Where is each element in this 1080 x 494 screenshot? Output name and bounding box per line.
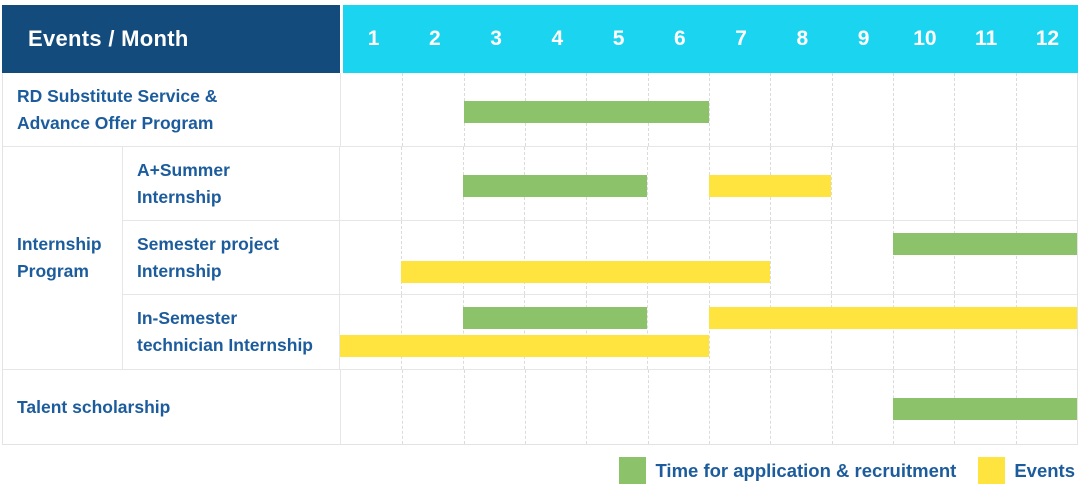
month-gridline [585,221,587,294]
month-gridline [831,73,833,146]
event-bar [708,307,1077,329]
application-bar [462,175,648,197]
application-bar [892,233,1077,255]
month-gridline [463,370,465,444]
legend-swatch-events [978,457,1006,484]
month-gridline [402,73,404,146]
month-gridline [647,221,649,294]
month-gridline [709,370,710,444]
month-gridline [769,295,771,369]
timeline-cell [340,295,1077,369]
month-gridline [954,295,956,369]
application-bar [462,307,648,329]
month-gridline [524,295,526,369]
event-row: RD Substitute Service & Advance Offer Pr… [3,73,1077,147]
row-label: A+Summer Internship [123,147,340,220]
month-header-cell: 11 [975,27,998,50]
month-gridline [401,295,403,369]
timeline-cell [341,73,1077,146]
table-body: RD Substitute Service & Advance Offer Pr… [2,73,1078,445]
month-gridline [524,221,526,294]
month-header-cell: 4 [551,27,564,50]
month-header: 1 2 3 4 5 6 7 8 9 10 11 12 [343,5,1078,73]
month-gridline [647,295,649,369]
month-header-cell: 9 [857,27,870,50]
month-gridline [954,147,956,220]
legend: Time for application & recruitment Event… [619,457,1075,484]
legend-label-events: Events [1014,459,1075,481]
month-gridline [893,73,894,146]
month-header-cell: 1 [367,27,380,50]
month-gridline [770,73,772,146]
month-gridline [1015,221,1017,294]
row-label: RD Substitute Service & Advance Offer Pr… [3,73,341,146]
month-gridline [954,221,956,294]
month-gridline [831,370,833,444]
month-gridline [462,295,464,369]
month-gridline [892,147,894,220]
month-gridline [585,295,587,369]
month-header-cell: 6 [674,27,686,50]
month-gridline [1015,295,1017,369]
month-header-cell: 12 [1035,27,1060,50]
group-subrows: A+Summer Internship Semester project Inte… [123,147,1077,369]
legend-label-application: Time for application & recruitment [655,459,957,481]
month-gridline [831,147,833,220]
month-header-cell: 5 [612,27,625,50]
month-gridline [708,221,710,294]
legend-swatch-application [619,457,647,484]
month-gridline [769,221,771,294]
table-header-title: Events / Month [2,5,340,73]
event-row: Talent scholarship [3,370,1077,444]
group-label: Internship Program [3,147,123,369]
month-gridline [708,295,710,369]
month-header-cell: 8 [796,27,809,50]
month-header-cell: 2 [429,27,441,50]
month-gridline [462,221,464,294]
application-bar [893,398,1077,420]
application-bar [463,101,709,123]
timeline-cell [340,147,1077,220]
row-label: Semester project Internship [123,221,340,294]
table-header-row: Events / Month 1 2 3 4 5 6 7 8 9 10 11 12 [2,5,1078,73]
month-gridline [401,147,403,220]
month-gridline [892,221,894,294]
month-header-cell: 7 [735,27,747,50]
month-header-cell: 3 [490,27,502,50]
timeline-cell [340,221,1077,294]
timeline-cell [341,370,1077,444]
event-bar [708,175,832,197]
month-gridline [1015,73,1017,146]
month-gridline [1015,147,1017,220]
month-gridline [954,73,956,146]
month-gridline [647,147,649,220]
event-row: In-Semester technician Internship [123,295,1077,369]
month-gridline [586,370,588,444]
month-gridline [402,370,404,444]
month-gridline [831,295,833,369]
month-gridline [831,221,833,294]
month-gridline [647,370,649,444]
event-bar [340,335,709,357]
event-row: A+Summer Internship [123,147,1077,221]
month-gridline [709,73,710,146]
events-table: Events / Month 1 2 3 4 5 6 7 8 9 10 11 12 RD Substi… [2,5,1078,445]
event-bar [401,261,770,283]
month-gridline [401,221,403,294]
month-header-cell: 10 [913,27,937,50]
row-label: Talent scholarship [3,370,341,444]
month-gridline [525,370,526,444]
event-group-row: Internship Program A+Summer Internship Sem… [3,147,1077,370]
month-gridline [770,370,772,444]
month-gridline [892,295,894,369]
row-label: In-Semester technician Internship [123,295,340,369]
event-row: Semester project Internship [123,221,1077,295]
